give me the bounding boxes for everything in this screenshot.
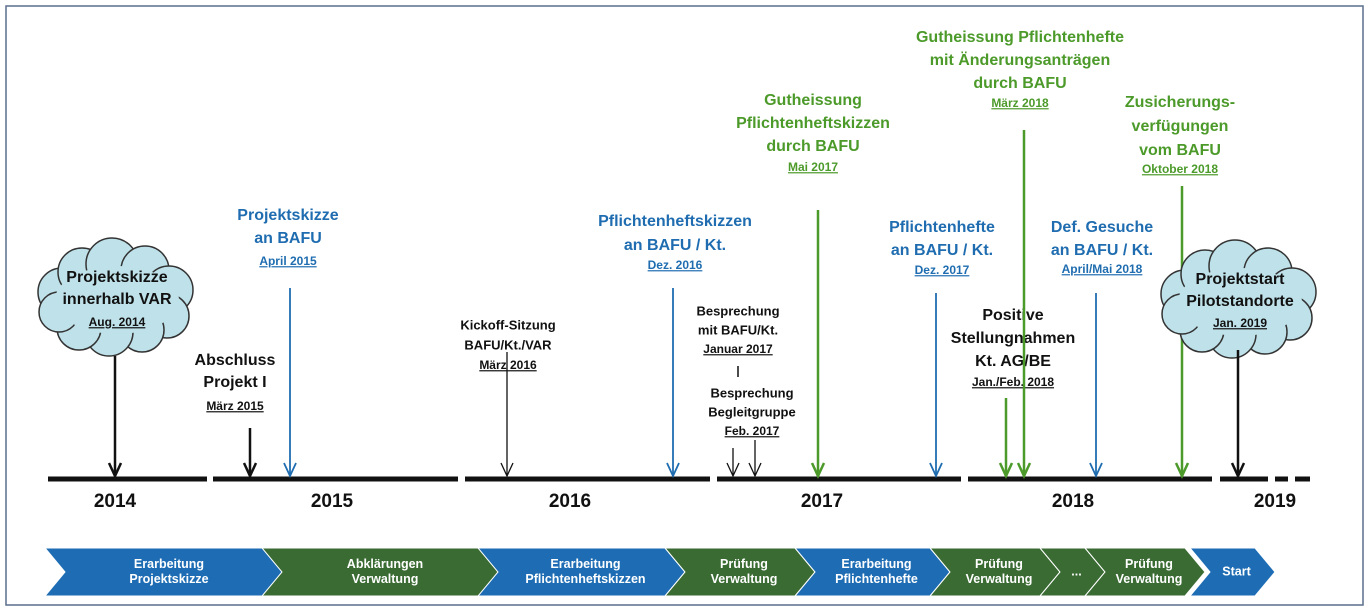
event-label: Begleitgruppe: [708, 404, 795, 419]
arrow-head: [283, 462, 297, 479]
event-label: Pflichtenhefte: [889, 219, 995, 236]
event-date: Dez. 2017: [915, 263, 970, 277]
event-label: Pflichtenheftskizzen: [598, 213, 752, 230]
event-date: April/Mai 2018: [1062, 262, 1143, 276]
phase-label: Prüfung: [720, 557, 768, 571]
event-label: Besprechung: [710, 385, 793, 400]
event-date: März 2015: [206, 399, 264, 413]
phase-label: Verwaltung: [352, 572, 419, 586]
event-label: Gutheissung: [764, 92, 862, 109]
event-label: vom BAFU: [1139, 142, 1221, 159]
arrow-head: [998, 462, 1014, 479]
phase-label: Prüfung: [975, 557, 1023, 571]
event-label: Projektstart: [1196, 271, 1286, 288]
phase-label: Prüfung: [1125, 557, 1173, 571]
event-label: durch BAFU: [973, 75, 1066, 92]
arrow-head: [107, 462, 123, 479]
phase-label: Verwaltung: [1116, 572, 1183, 586]
phase-chevron: [1083, 547, 1206, 597]
event-label: durch BAFU: [766, 138, 859, 155]
event-label: Positive: [982, 307, 1043, 324]
arrow-head: [810, 462, 826, 479]
arrow-head: [1230, 462, 1246, 479]
year-label: 2018: [1052, 491, 1094, 512]
phase-label: Erarbeitung: [841, 557, 911, 571]
event-label: Zusicherungs-: [1125, 94, 1235, 111]
arrow-head: [726, 462, 740, 478]
arrow-head: [242, 462, 258, 479]
event-date: Feb. 2017: [725, 424, 780, 438]
event-label: Gutheissung Pflichtenhefte: [916, 29, 1124, 46]
phase-label: Start: [1222, 564, 1251, 578]
phase-label: Erarbeitung: [134, 557, 204, 571]
phase-label: Verwaltung: [966, 572, 1033, 586]
arrow-head: [666, 462, 680, 479]
event-label: an BAFU / Kt.: [891, 242, 993, 259]
cloud-body: [55, 266, 179, 334]
event-label: Kickoff-Sitzung: [460, 317, 555, 332]
year-label: 2017: [801, 491, 843, 512]
arrow-head: [1089, 462, 1103, 479]
event-label: Stellungnahmen: [951, 330, 1075, 347]
phase-label: Pflichtenheftskizzen: [525, 572, 645, 586]
event-label: Projekt I: [203, 374, 266, 391]
event-label: Kt. AG/BE: [975, 353, 1051, 370]
event-date: März 2016: [479, 358, 537, 372]
event-label: Pilotstandorte: [1186, 293, 1294, 310]
phase-label: Pflichtenhefte: [835, 572, 918, 586]
phase-label: Abklärungen: [347, 557, 423, 571]
event-label: BAFU/Kt./VAR: [464, 337, 552, 352]
event-label: Def. Gesuche: [1051, 219, 1153, 236]
event-date: Mai 2017: [788, 160, 838, 174]
event-label: Projektskizze: [237, 207, 338, 224]
phase-label: ...: [1071, 564, 1081, 578]
phase-label: Projektskizze: [129, 572, 208, 586]
year-label: 2016: [549, 491, 591, 512]
arrow-head: [748, 462, 762, 478]
event-label: verfügungen: [1132, 118, 1229, 135]
event-date: Oktober 2018: [1142, 162, 1218, 176]
event-date: Jan. 2019: [1213, 316, 1267, 330]
event-date: Dez. 2016: [648, 258, 703, 272]
year-label: 2019: [1254, 491, 1296, 512]
arrow-head: [929, 462, 943, 479]
arrow-head: [1174, 462, 1190, 479]
event-date: Aug. 2014: [89, 315, 146, 329]
phase-label: Verwaltung: [711, 572, 778, 586]
event-label: Pflichtenheftskizzen: [736, 115, 890, 132]
arrow-head: [1016, 462, 1032, 479]
event-label: mit BAFU/Kt.: [698, 322, 778, 337]
event-label: mit Änderungsanträgen: [930, 51, 1110, 69]
arrow-head: [500, 462, 514, 478]
event-label: Abschluss: [195, 352, 276, 369]
event-label: Besprechung: [696, 303, 779, 318]
event-date: Jan./Feb. 2018: [972, 375, 1054, 389]
year-label: 2015: [311, 491, 354, 512]
event-label: innerhalb VAR: [62, 291, 171, 308]
cloud-body: [1178, 268, 1302, 336]
frame: [5, 5, 1364, 606]
year-label: 2014: [94, 491, 137, 512]
phase-label: Erarbeitung: [550, 557, 620, 571]
event-date: März 2018: [991, 96, 1049, 110]
event-label: an BAFU / Kt.: [624, 237, 726, 254]
cloud: [1160, 239, 1317, 359]
event-label: an BAFU: [254, 230, 322, 247]
phase-chevron: [1188, 547, 1276, 597]
event-label: Projektskizze: [66, 269, 167, 286]
event-date: Januar 2017: [703, 342, 773, 356]
event-date: April 2015: [259, 254, 317, 268]
event-label: an BAFU / Kt.: [1051, 242, 1153, 259]
cloud: [37, 237, 194, 357]
